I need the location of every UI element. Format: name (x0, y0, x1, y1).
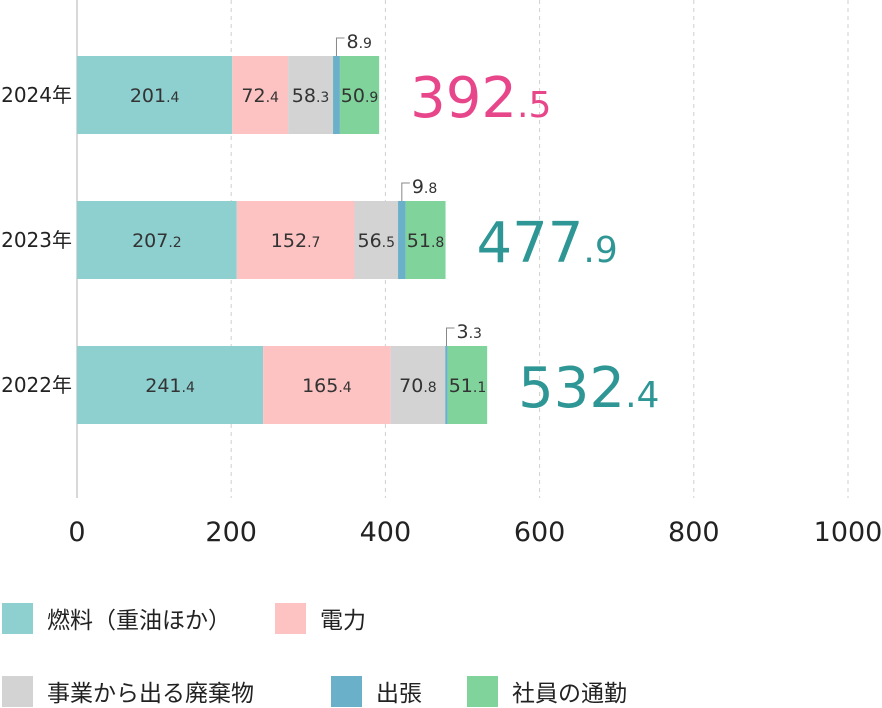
legend-item-business-trip: 出張 (331, 674, 422, 708)
legend-item-commute: 社員の通勤 (467, 674, 627, 708)
bar-segment (77, 201, 237, 279)
legend-swatch-electricity (275, 602, 306, 634)
data-label: 56.5 (357, 230, 395, 252)
total-label: 477.9 (477, 211, 618, 276)
legend-item-waste: 事業から出る廃棄物 (2, 674, 254, 708)
category-label: 2024年 (1, 83, 72, 107)
data-label: 165.4 (302, 375, 352, 397)
total-label: 392.5 (410, 66, 551, 131)
data-label: 72.4 (241, 85, 279, 107)
legend-item-electricity: 電力 (275, 601, 366, 635)
x-tick-label: 600 (514, 517, 566, 548)
legend-label-waste: 事業から出る廃棄物 (47, 681, 254, 707)
leader-line (335, 37, 345, 56)
category-label: 2023年 (1, 228, 72, 252)
data-label: 58.3 (292, 85, 330, 107)
data-label: 152.7 (271, 230, 321, 252)
data-label: 70.8 (399, 375, 437, 397)
bar-segment (390, 346, 446, 424)
category-label: 2022年 (1, 373, 72, 397)
legend-swatch-business-trip (331, 675, 362, 707)
x-tick-label: 0 (68, 517, 85, 548)
data-label: 9.8 (412, 176, 437, 198)
bar-segment (77, 56, 233, 134)
bar-segment (232, 56, 289, 134)
bar-segment (339, 56, 380, 134)
legend-swatch-waste (2, 675, 33, 707)
data-label: 8.9 (346, 31, 371, 53)
bar-segment (77, 346, 264, 424)
data-label: 51.8 (407, 230, 445, 252)
legend-swatch-commute (467, 675, 498, 707)
stacked-bar-chart: 0 200 400 600 800 1000 2024年 201.4 72.4 58.3 8.9 50… (1, 0, 882, 548)
x-tick-label: 400 (360, 517, 412, 548)
bar-segment (263, 346, 391, 424)
legend-label-fuel: 燃料（重油ほか） (47, 608, 231, 634)
data-label: 207.2 (132, 230, 182, 252)
data-label: 201.4 (130, 85, 180, 107)
legend-item-fuel: 燃料（重油ほか） (2, 601, 231, 635)
data-label: 50.9 (341, 85, 379, 107)
leader-line (446, 327, 455, 346)
bar-segment (333, 56, 340, 134)
x-tick-label: 800 (668, 517, 720, 548)
legend-label-business-trip: 出張 (376, 681, 422, 707)
x-tick-label: 200 (205, 517, 257, 548)
bar-segment (236, 201, 355, 279)
x-tick-label: 1000 (814, 517, 882, 548)
bar-segment (445, 346, 448, 424)
legend-label-commute: 社員の通勤 (512, 681, 627, 707)
data-label: 241.4 (145, 375, 195, 397)
bar-segment (447, 346, 488, 424)
bar-segment (398, 201, 406, 279)
data-label: 3.3 (457, 321, 482, 343)
leader-line (401, 182, 410, 201)
bar-segment (354, 201, 399, 279)
legend-label-electricity: 電力 (320, 608, 366, 634)
total-label: 532.4 (518, 356, 659, 421)
bar-segment (288, 56, 334, 134)
data-label: 51.1 (449, 375, 487, 397)
bar-segment (405, 201, 446, 279)
legend-swatch-fuel (2, 602, 33, 634)
